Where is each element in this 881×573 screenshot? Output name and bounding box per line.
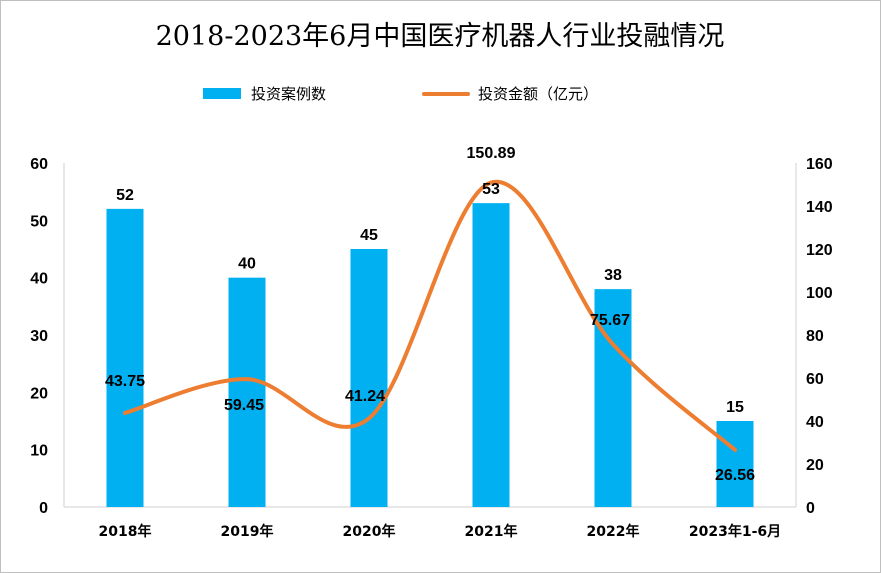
left-tick-label: 20 xyxy=(30,385,48,402)
right-tick-label: 120 xyxy=(806,242,833,259)
right-tick-label: 40 xyxy=(806,414,824,431)
left-tick-label: 60 xyxy=(30,156,48,173)
right-tick-label: 60 xyxy=(806,371,824,388)
category-label: 2023年1-6月 xyxy=(689,523,781,540)
right-tick-label: 20 xyxy=(806,457,824,474)
line-value-label: 43.75 xyxy=(105,373,145,390)
right-tick-label: 0 xyxy=(806,500,815,517)
line-series xyxy=(123,179,737,452)
left-tick-label: 0 xyxy=(39,500,48,517)
category-label: 2020年 xyxy=(343,523,396,540)
legend-bar-label: 投资案例数 xyxy=(251,85,326,103)
line-value-label: 26.56 xyxy=(715,467,755,484)
left-tick-label: 10 xyxy=(30,443,48,460)
bar-value-label: 15 xyxy=(726,399,744,416)
right-axis-ticks: 0 20 40 60 80 100 120 140 160 xyxy=(806,156,833,517)
left-axis-ticks: 0 10 20 30 40 50 60 xyxy=(30,156,48,517)
right-tick-label: 100 xyxy=(806,285,833,302)
chart-title: 2018-2023年6月中国医疗机器人行业投融情况 xyxy=(156,21,725,52)
right-tick-label: 160 xyxy=(806,156,833,173)
category-label: 2021年 xyxy=(465,523,518,540)
legend-bar-swatch xyxy=(203,88,241,99)
line-value-label: 59.45 xyxy=(224,397,264,414)
category-label: 2022年 xyxy=(587,523,640,540)
left-tick-label: 30 xyxy=(30,328,48,345)
line-value-label: 41.24 xyxy=(345,388,385,405)
left-tick-label: 40 xyxy=(30,271,48,288)
line-value-label: 150.89 xyxy=(467,145,516,162)
bar-value-label: 45 xyxy=(360,227,378,244)
category-labels: 2018年 2019年 2020年 2021年 2022年 2023年1-6月 xyxy=(99,523,782,540)
bar xyxy=(106,208,144,507)
legend: 投资案例数 投资金额（亿元） xyxy=(203,85,598,103)
bar-value-label: 38 xyxy=(604,267,622,284)
right-tick-label: 80 xyxy=(806,328,824,345)
bar-data-labels: 52 40 45 53 38 15 xyxy=(116,181,744,416)
bar-value-label: 52 xyxy=(116,187,134,204)
bar-series xyxy=(106,203,754,507)
bar xyxy=(716,421,754,507)
category-label: 2018年 xyxy=(99,523,152,540)
bar xyxy=(472,203,510,507)
bar-value-label: 40 xyxy=(238,256,256,273)
right-tick-label: 140 xyxy=(806,199,833,216)
category-label: 2019年 xyxy=(221,523,274,540)
bar xyxy=(350,249,388,507)
line-value-label: 75.67 xyxy=(590,312,630,329)
left-tick-label: 50 xyxy=(30,213,48,230)
line-series-path xyxy=(123,179,737,452)
bar xyxy=(228,277,266,507)
line-data-labels: 43.75 59.45 41.24 150.89 75.67 26.56 xyxy=(105,145,755,484)
bar-value-label: 53 xyxy=(482,181,500,198)
legend-line-label: 投资金额（亿元） xyxy=(478,85,598,103)
